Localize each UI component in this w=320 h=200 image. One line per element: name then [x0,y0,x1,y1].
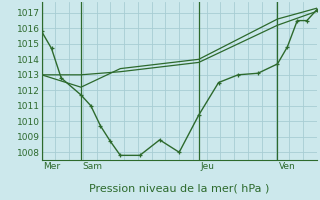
Text: Jeu: Jeu [200,162,214,171]
Text: Ven: Ven [279,162,296,171]
Text: Sam: Sam [82,162,102,171]
Text: Mer: Mer [43,162,60,171]
Text: Pression niveau de la mer( hPa ): Pression niveau de la mer( hPa ) [89,184,269,194]
